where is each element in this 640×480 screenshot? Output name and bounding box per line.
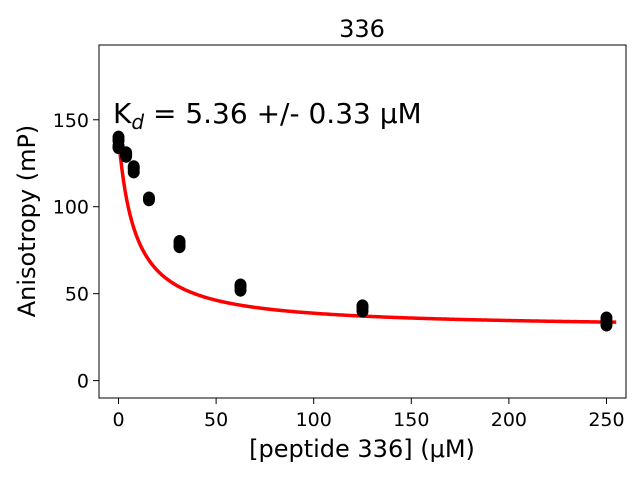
x-tick-label: 200 <box>491 409 527 431</box>
fit-layer <box>116 136 617 324</box>
y-tick-label: 150 <box>53 110 89 132</box>
kd-value: = 5.36 +/- 0.33 μM <box>144 97 422 130</box>
chart-title: 336 <box>339 15 385 43</box>
data-point <box>173 240 186 254</box>
x-tick-label: 150 <box>393 409 429 431</box>
y-tick-label: 100 <box>53 197 89 219</box>
x-tick-label: 50 <box>204 409 228 431</box>
y-tick-label: 50 <box>65 284 89 306</box>
data-point <box>234 283 247 297</box>
data-point <box>127 165 140 179</box>
points-layer <box>112 130 613 332</box>
kd-subscript: d <box>131 110 144 134</box>
kd-symbol: K <box>113 97 132 130</box>
y-axis-label: Anisotropy (mP) <box>13 125 41 318</box>
y-axis: 0 50 100 150 <box>53 110 99 393</box>
data-point <box>600 318 613 332</box>
data-point <box>356 304 369 318</box>
x-axis: 0 50 100 150 200 250 <box>112 398 625 431</box>
data-point <box>142 193 155 207</box>
x-tick-label: 0 <box>112 409 124 431</box>
fit-curve <box>116 136 617 324</box>
data-point <box>120 149 133 163</box>
x-axis-label: [peptide 336] (μM) <box>249 435 475 463</box>
plot-frame <box>98 44 627 399</box>
x-tick-label: 100 <box>296 409 332 431</box>
y-tick-label: 0 <box>77 371 89 393</box>
kd-annotation: Kd = 5.36 +/- 0.33 μM <box>113 97 422 134</box>
x-tick-label: 250 <box>588 409 624 431</box>
